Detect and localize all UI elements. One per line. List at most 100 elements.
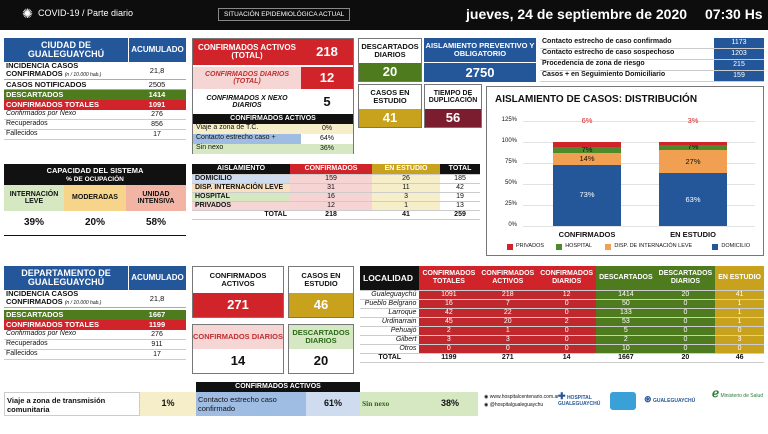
depto-row-0-label: INCIDENCIA CASOS CONFIRMADOS (n / 10.000… — [6, 289, 102, 307]
localidad-cell: 0 — [537, 335, 597, 345]
legend-label: DISP. DE INTERNACIÓN LEVE — [614, 243, 693, 249]
loc-h-1: CONFIRMADOS TOTALES — [419, 266, 479, 291]
cap-col-0-value: 39% — [23, 216, 44, 228]
depto-row-2-value: 1199 — [148, 320, 166, 330]
loc-h-5: DESCARTADOS DIARIOS — [655, 266, 716, 291]
localidad-cell: 0 — [478, 344, 538, 354]
localidad-cell: 12 — [537, 290, 597, 300]
activos-panel: CONFIRMADOS ACTIVOS (TOTAL) 218 CONFIRMA… — [192, 38, 354, 154]
ciudad-acum-label: ACUMULADO — [128, 38, 186, 62]
localidad-name: Gilbert — [360, 335, 420, 345]
localidad-cell: 0 — [655, 335, 716, 345]
bar-value-label: 7% — [687, 142, 699, 152]
localidad-name: Otros — [360, 344, 420, 354]
contacto-1-value: 1203 — [714, 49, 764, 59]
ais-h-2: EN ESTUDIO — [372, 164, 441, 175]
depto-row-5-label: Fallecidos — [6, 350, 38, 357]
depto-row-0-value: 21,8 — [149, 293, 165, 303]
bar-value-label: 63% — [685, 194, 701, 204]
ciudad-row-4-value: 276 — [151, 110, 163, 118]
cap-col-2-label: UNIDAD INTENSIVA — [126, 185, 186, 211]
ministry-logo: ℯ Ministerio de Salud — [712, 386, 764, 400]
hospital-icon: ✚ — [558, 391, 566, 401]
localidad-cell: 0 — [715, 344, 764, 354]
activos-label: CONFIRMADOS ACTIVOS (TOTAL) — [193, 39, 301, 65]
duplicacion-panel: TIEMPO DE DUPLICACIÓN 56 — [424, 84, 482, 128]
ais-r1-c0: DISP. INTERNACIÓN LEVE — [192, 183, 290, 193]
estudio-panel: CASOS EN ESTUDIO 41 — [358, 84, 422, 128]
localidad-cell: 20 — [478, 317, 538, 327]
localidad-row: Larroque 42 22 0 133 0 1 — [360, 308, 764, 318]
ca-row-1-value: 64% — [319, 135, 334, 143]
ais-r3-c0: PRIVADOS — [192, 201, 290, 211]
hospital-logo: ✚ HOSPITAL GUALEGUAYCHÚ — [558, 391, 601, 408]
y-tick-label: 100% — [501, 138, 517, 144]
estudio-label: CASOS EN ESTUDIO — [370, 88, 410, 105]
localidad-cell: 0 — [715, 326, 764, 336]
legend-label: DOMICILIO — [721, 243, 751, 249]
depto-row-5-value: 17 — [153, 350, 161, 358]
ais-r0-c1: 159 — [290, 174, 373, 184]
localidad-cell: 10 — [596, 344, 656, 354]
cap-col-2-value: 58% — [145, 216, 166, 228]
ca-row-0-label: Viaje a zona de T.C. — [196, 124, 259, 131]
loc-h-3: CONFIRMADOS DIARIOS — [537, 266, 597, 291]
ciudad-row-5-value: 856 — [151, 120, 163, 128]
dup-label: TIEMPO DE DUPLICACIÓN — [428, 89, 478, 104]
covid-icon: ✺ — [22, 6, 33, 21]
ciudad-row-1-value: 2505 — [148, 79, 166, 89]
legend-swatch — [605, 244, 612, 250]
gualeguaychu-logo: ⊛ GUALEGUAYCHÚ — [644, 394, 696, 404]
depto-activos-label: CONFIRMADOS ACTIVOS — [209, 271, 267, 288]
ais-r0-c0: DOMICILIO — [192, 174, 290, 184]
social-link[interactable]: ◉ @hospitalgualeguaychu — [484, 402, 544, 408]
localidad-cell: 42 — [419, 308, 479, 318]
bar-privados-0 — [553, 142, 621, 148]
bar-disp-de-internaci-n-leve-1 — [659, 150, 727, 174]
contacto-0-value: 1173 — [714, 38, 764, 48]
web-link[interactable]: ◉ www.hospitalcentenario.com.ar — [484, 394, 559, 400]
bar-value-label: 14% — [579, 153, 595, 163]
localidad-name: Gualeguaychú — [360, 290, 420, 300]
ais-r1-c2: 11 — [372, 183, 441, 193]
localidad-cell: 41 — [715, 290, 764, 300]
localidad-cell: 2 — [419, 326, 479, 336]
contacto-2-label: Procedencia de zona de riesgo — [542, 60, 645, 67]
da-item-2-label: Sin nexo — [360, 392, 422, 416]
ais-row: DOMICILIO 159 26 185 — [192, 174, 480, 184]
chart-plot-area: 125% 100% 75% 50% 25% 0% 73% 14% 7% 6% CONFIRMADOS… — [487, 87, 765, 257]
depto-activos-kpi: CONFIRMADOS ACTIVOS 271 — [192, 266, 284, 318]
ciudad-row-3-value: 1091 — [148, 100, 166, 110]
legend-swatch — [507, 244, 513, 250]
ais-r2-c0: HOSPITAL — [192, 192, 290, 202]
ais-r2-c3: 19 — [440, 192, 480, 202]
localidad-cell: 218 — [478, 290, 538, 300]
localidad-panel: LOCALIDAD CONFIRMADOS TOTALES CONFIRMADO… — [360, 266, 764, 363]
capacidad-title: CAPACIDAD DEL SISTEMA — [46, 166, 144, 176]
localidad-cell: 0 — [655, 308, 716, 318]
depto-activos-panel: CONFIRMADOS ACTIVOS Viaje a zona de tran… — [4, 382, 478, 416]
depto-activos-title: CONFIRMADOS ACTIVOS — [196, 382, 360, 392]
localidad-row: Gilbert 3 3 0 2 0 3 — [360, 335, 764, 345]
ais-r1-c1: 31 — [290, 183, 373, 193]
section-label: SITUACIÓN EPIDEMIOLÓGICA ACTUAL — [218, 8, 351, 21]
gridline — [523, 121, 755, 122]
localidad-cell: 5 — [596, 326, 656, 336]
localidad-cell: 16 — [419, 299, 479, 309]
ais-r3-c2: 1 — [372, 201, 441, 211]
ais-r0-c2: 26 — [372, 174, 441, 184]
depto-desc-kpi: DESCARTADOS DIARIOS 20 — [288, 324, 354, 374]
localidad-cell: 2 — [596, 335, 656, 345]
ais-row: DISP. INTERNACIÓN LEVE 31 11 42 — [192, 183, 480, 193]
ca-row-1-label: Contacto estrecho caso + — [193, 134, 301, 144]
loc-total-5: 20 — [655, 353, 716, 363]
capacidad-sub: % DE OCUPACIÓN — [66, 176, 124, 184]
localidad-cell: 1414 — [596, 290, 656, 300]
localidad-row: Pehuajó 2 1 0 5 0 0 — [360, 326, 764, 336]
contactos-panel: Contacto estrecho de caso confirmado 117… — [540, 38, 764, 82]
depto-desc-label: DESCARTADOS DIARIOS — [289, 325, 353, 349]
localidad-cell: 2 — [537, 317, 597, 327]
bar-value-label: 73% — [579, 190, 595, 200]
ciudad-row-2-value: 1414 — [148, 90, 166, 100]
gridline — [523, 184, 755, 185]
